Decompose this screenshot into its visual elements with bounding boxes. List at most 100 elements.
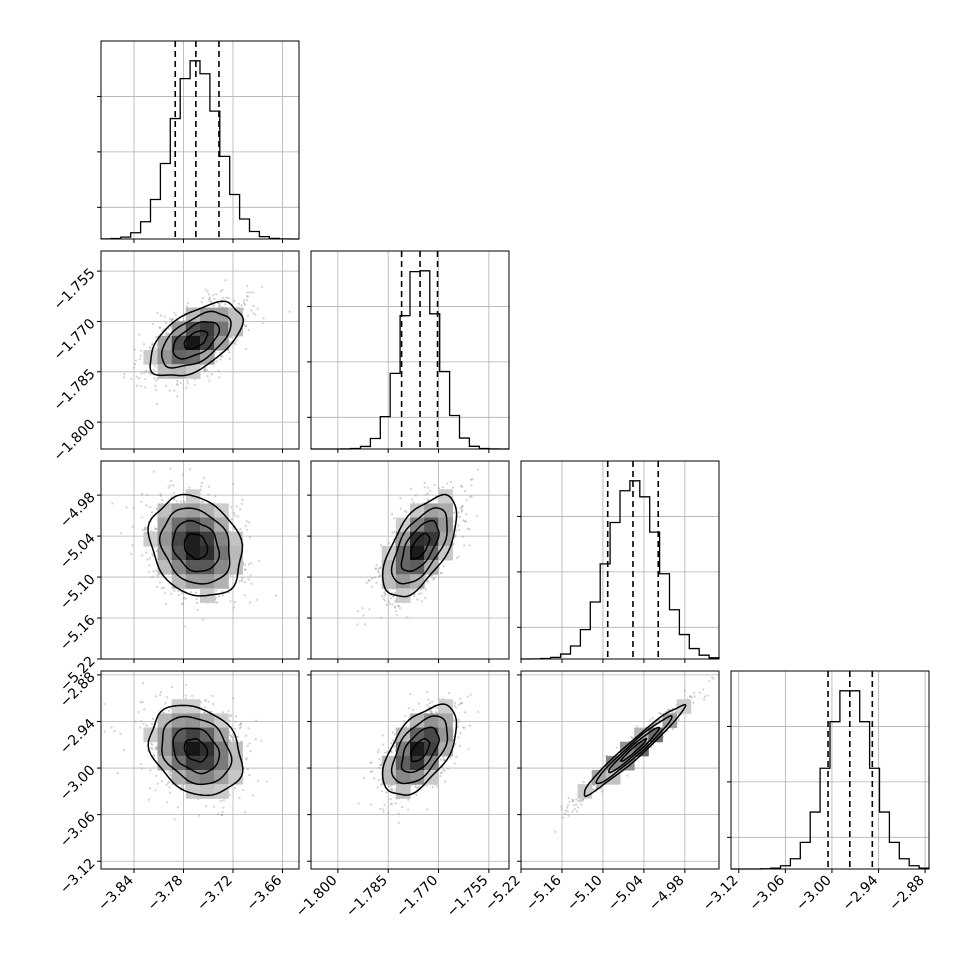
- density-cell: [438, 699, 453, 714]
- sample-point: [575, 798, 578, 801]
- contour-2-0-3: [147, 493, 244, 597]
- sample-point: [367, 579, 370, 582]
- sample-point: [185, 379, 189, 382]
- contour-2-0-0: [183, 533, 209, 561]
- sample-point: [139, 726, 142, 729]
- sample-point: [575, 803, 578, 806]
- sample-point: [246, 291, 249, 294]
- sample-point: [461, 504, 464, 508]
- density-cell: [185, 545, 201, 561]
- sample-point: [381, 734, 384, 737]
- sample-point: [254, 313, 257, 316]
- contour-3-2-0: [620, 737, 648, 762]
- sample-point: [176, 395, 179, 398]
- sample-point: [389, 788, 392, 791]
- sample-point: [229, 574, 232, 577]
- sample-point: [156, 782, 159, 785]
- sample-point: [246, 314, 249, 317]
- sample-point: [147, 371, 151, 374]
- density-cell: [185, 517, 201, 533]
- density-cell: [171, 350, 187, 365]
- sample-point: [148, 787, 151, 790]
- sample-point: [596, 785, 599, 788]
- sample-point: [390, 513, 394, 516]
- data-layer: [100, 41, 930, 870]
- sample-point: [243, 580, 247, 584]
- sample-point: [131, 525, 134, 528]
- sample-point: [160, 780, 163, 783]
- sample-point: [188, 468, 192, 471]
- sample-point: [233, 341, 236, 344]
- sample-point: [568, 800, 571, 803]
- sample-point: [155, 527, 158, 531]
- contour-1-0-3: [149, 300, 245, 377]
- sample-point: [182, 597, 185, 600]
- sample-point: [385, 791, 388, 794]
- sample-point: [453, 762, 456, 765]
- sample-point: [235, 339, 238, 342]
- sample-point: [424, 596, 427, 600]
- sample-point: [404, 509, 407, 512]
- sample-point: [432, 578, 435, 581]
- sample-point: [169, 770, 172, 773]
- density-cell: [410, 503, 425, 519]
- sample-point: [390, 802, 394, 805]
- sample-point: [426, 492, 429, 495]
- sample-point: [378, 575, 381, 578]
- density-cell: [395, 560, 411, 575]
- sample-point: [155, 507, 158, 510]
- sample-point: [406, 616, 409, 619]
- sample-point: [164, 321, 168, 325]
- sample-point: [377, 748, 380, 751]
- xtick-label-p3-0: −3.12: [700, 873, 742, 915]
- sample-point: [461, 485, 464, 488]
- sample-point: [230, 506, 233, 509]
- sample-point: [141, 528, 144, 532]
- sample-point: [173, 389, 176, 392]
- sample-point: [439, 758, 443, 761]
- xtick-label-p2-2: −5.10: [564, 873, 606, 915]
- sample-point: [580, 803, 583, 806]
- sample-point: [567, 814, 570, 817]
- panel-3-1: [357, 690, 480, 824]
- sample-point: [454, 534, 457, 537]
- sample-point: [202, 500, 205, 503]
- sample-point: [138, 376, 141, 380]
- sample-point: [140, 500, 143, 503]
- sample-point: [393, 605, 397, 608]
- sample-point: [168, 389, 172, 392]
- sample-point: [152, 753, 155, 757]
- sample-point: [141, 516, 144, 519]
- sample-point: [433, 483, 436, 487]
- sample-point: [416, 598, 419, 601]
- sample-point: [184, 597, 187, 600]
- sample-point: [244, 324, 247, 327]
- sample-point: [391, 789, 394, 792]
- sample-point: [125, 506, 128, 509]
- sample-point: [387, 600, 390, 603]
- contour-3-1-2: [390, 715, 449, 785]
- sample-point: [103, 730, 106, 733]
- sample-point: [247, 578, 250, 581]
- sample-point: [139, 354, 142, 358]
- sample-point: [180, 592, 184, 595]
- sample-point: [151, 342, 154, 346]
- sample-point: [689, 695, 692, 698]
- sample-point: [457, 703, 461, 706]
- sample-point: [210, 710, 213, 713]
- sample-point: [440, 572, 443, 575]
- sample-point: [464, 711, 467, 714]
- sample-point: [378, 566, 381, 569]
- sample-point: [231, 482, 235, 485]
- sample-point: [238, 727, 241, 730]
- sample-point: [626, 774, 629, 777]
- sample-point: [155, 335, 158, 339]
- sample-point: [404, 725, 408, 729]
- sample-point: [369, 770, 372, 774]
- sample-point: [236, 515, 239, 518]
- sample-point: [463, 544, 466, 547]
- sample-point: [248, 521, 251, 524]
- density-cell: [438, 489, 453, 504]
- sample-point: [436, 707, 439, 710]
